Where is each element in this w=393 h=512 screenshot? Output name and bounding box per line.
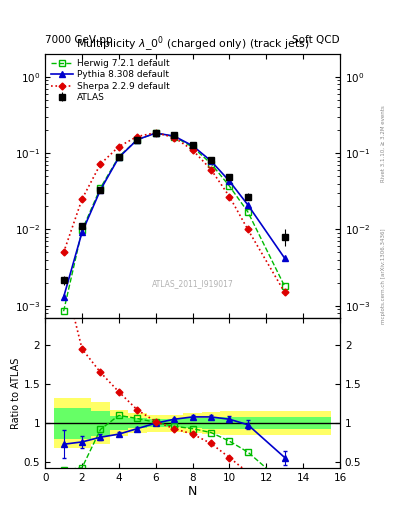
Pythia 8.308 default bbox=[135, 137, 140, 143]
Herwig 7.2.1 default bbox=[135, 137, 140, 143]
Line: Herwig 7.2.1 default: Herwig 7.2.1 default bbox=[61, 130, 288, 314]
Sherpa 2.2.9 default bbox=[209, 166, 213, 173]
Pythia 8.308 default bbox=[172, 133, 176, 139]
Sherpa 2.2.9 default bbox=[153, 130, 158, 136]
Pythia 8.308 default bbox=[61, 294, 66, 300]
Text: Rivet 3.1.10, ≥ 3.2M events: Rivet 3.1.10, ≥ 3.2M events bbox=[381, 105, 386, 182]
Sherpa 2.2.9 default bbox=[80, 196, 84, 202]
Line: Pythia 8.308 default: Pythia 8.308 default bbox=[61, 130, 288, 300]
Pythia 8.308 default bbox=[282, 255, 287, 261]
Title: Multiplicity $\lambda\_0^0$ (charged only) (track jets): Multiplicity $\lambda\_0^0$ (charged onl… bbox=[76, 34, 309, 54]
Pythia 8.308 default bbox=[190, 143, 195, 149]
Herwig 7.2.1 default bbox=[153, 130, 158, 136]
Sherpa 2.2.9 default bbox=[190, 147, 195, 153]
X-axis label: N: N bbox=[188, 485, 197, 498]
Text: 7000 GeV pp: 7000 GeV pp bbox=[45, 35, 113, 45]
Herwig 7.2.1 default bbox=[227, 183, 232, 189]
Sherpa 2.2.9 default bbox=[98, 161, 103, 167]
Sherpa 2.2.9 default bbox=[227, 194, 232, 200]
Pythia 8.308 default bbox=[227, 178, 232, 184]
Pythia 8.308 default bbox=[116, 154, 121, 160]
Sherpa 2.2.9 default bbox=[135, 134, 140, 140]
Sherpa 2.2.9 default bbox=[246, 226, 250, 232]
Text: ATLAS_2011_I919017: ATLAS_2011_I919017 bbox=[152, 279, 233, 288]
Sherpa 2.2.9 default bbox=[172, 135, 176, 141]
Herwig 7.2.1 default bbox=[209, 160, 213, 166]
Herwig 7.2.1 default bbox=[282, 283, 287, 289]
Text: Soft QCD: Soft QCD bbox=[292, 35, 340, 45]
Pythia 8.308 default bbox=[209, 158, 213, 164]
Herwig 7.2.1 default bbox=[61, 308, 66, 314]
Herwig 7.2.1 default bbox=[246, 209, 250, 215]
Pythia 8.308 default bbox=[153, 130, 158, 136]
Text: mcplots.cern.ch [arXiv:1306.3436]: mcplots.cern.ch [arXiv:1306.3436] bbox=[381, 229, 386, 324]
Line: Sherpa 2.2.9 default: Sherpa 2.2.9 default bbox=[61, 130, 287, 295]
Herwig 7.2.1 default bbox=[190, 144, 195, 150]
Sherpa 2.2.9 default bbox=[282, 289, 287, 295]
Sherpa 2.2.9 default bbox=[116, 143, 121, 150]
Pythia 8.308 default bbox=[246, 202, 250, 208]
Pythia 8.308 default bbox=[80, 229, 84, 236]
Herwig 7.2.1 default bbox=[116, 154, 121, 160]
Legend: Herwig 7.2.1 default, Pythia 8.308 default, Sherpa 2.2.9 default, ATLAS: Herwig 7.2.1 default, Pythia 8.308 defau… bbox=[48, 56, 172, 104]
Pythia 8.308 default bbox=[98, 187, 103, 193]
Sherpa 2.2.9 default bbox=[61, 249, 66, 255]
Herwig 7.2.1 default bbox=[80, 227, 84, 233]
Herwig 7.2.1 default bbox=[172, 134, 176, 140]
Herwig 7.2.1 default bbox=[98, 185, 103, 191]
Y-axis label: Ratio to ATLAS: Ratio to ATLAS bbox=[11, 357, 21, 429]
